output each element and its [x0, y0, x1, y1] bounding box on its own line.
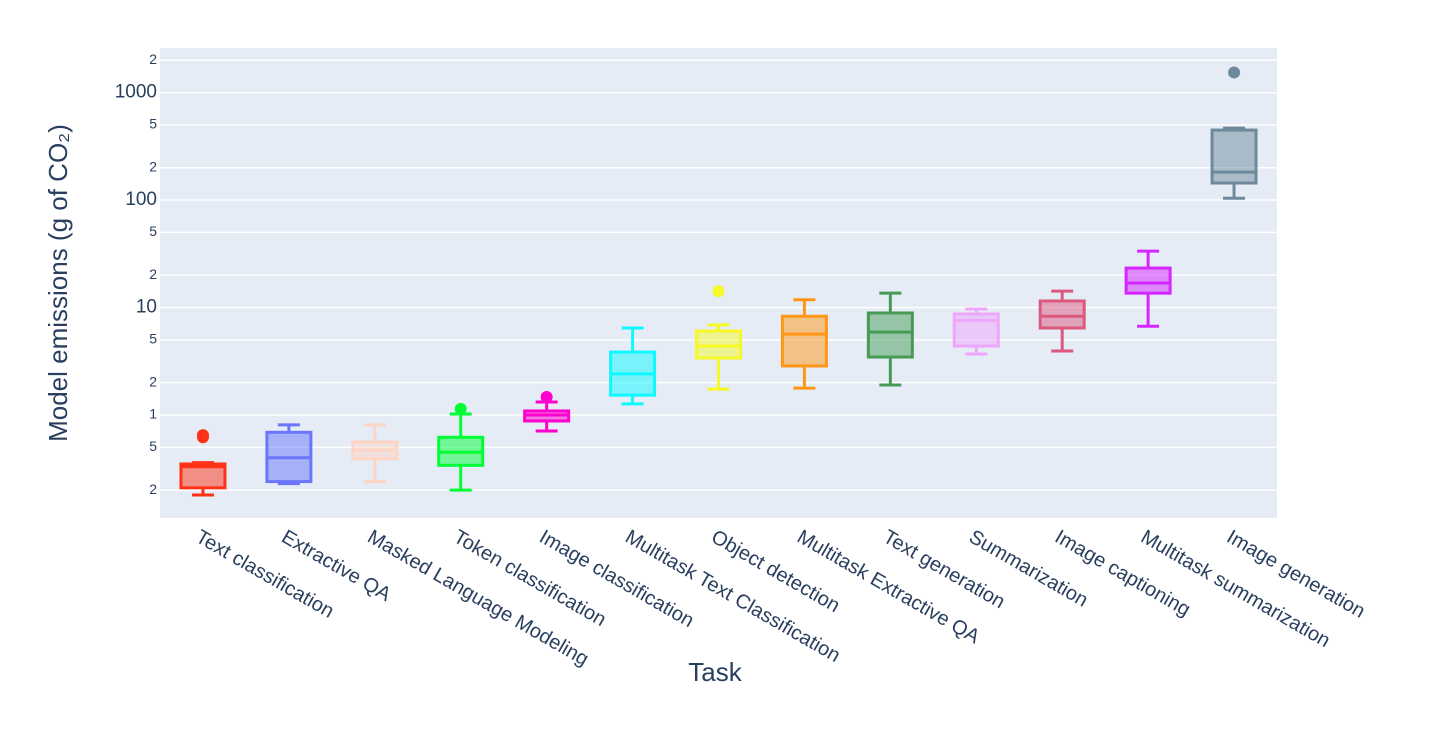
plot-area	[160, 48, 1277, 518]
box	[1038, 299, 1086, 330]
y-tick-label: 100	[125, 189, 157, 210]
x-tick-label: Image classification	[536, 526, 698, 632]
y-tick-label: 5	[149, 116, 157, 132]
y-tick-label: 2	[149, 266, 157, 282]
outlier	[540, 391, 553, 404]
y-tick-label: 2	[149, 158, 157, 174]
box	[780, 314, 828, 368]
x-tick-label: Image generation	[1223, 526, 1369, 623]
box	[952, 312, 1000, 348]
y-tick-label: 2	[149, 51, 157, 67]
y-tick-label: 2	[149, 481, 157, 497]
outlier	[712, 285, 725, 298]
box	[1210, 128, 1258, 185]
box	[1124, 266, 1172, 295]
y-tick-label: 5	[149, 223, 157, 239]
x-axis-title: Task	[688, 657, 742, 687]
y-tick-label: 10	[136, 297, 157, 318]
y-tick-label: 2	[149, 373, 157, 389]
outlier	[454, 402, 467, 415]
y-tick-label: 5	[149, 438, 157, 454]
box	[866, 311, 914, 359]
y-axis-title: Model emissions (g of CO₂)	[43, 124, 73, 442]
box	[179, 462, 227, 490]
outlier	[1228, 66, 1241, 79]
y-tick-label: 5	[149, 331, 157, 347]
y-tick-label: 1000	[115, 82, 157, 103]
box	[695, 329, 742, 360]
y-tick-label: 1	[149, 406, 157, 422]
outlier	[196, 429, 209, 442]
